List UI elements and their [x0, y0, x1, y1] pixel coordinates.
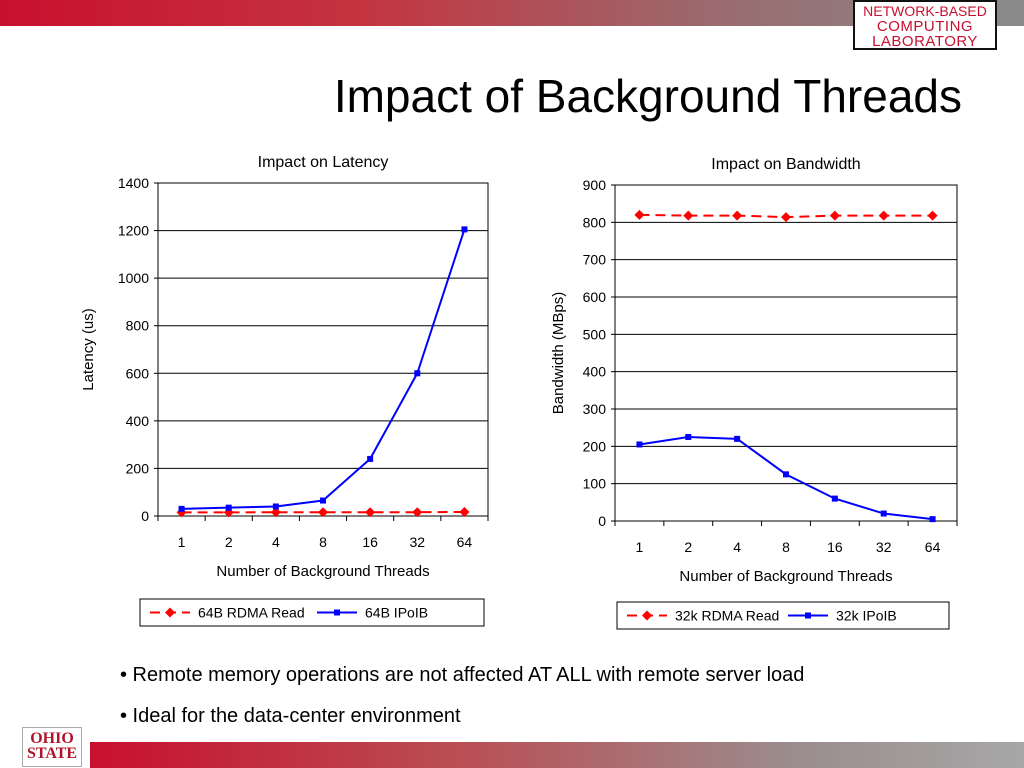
bullet-item: • Ideal for the data-center environment: [120, 705, 461, 727]
data-point: [365, 507, 376, 518]
legend-label: 32k RDMA Read: [675, 608, 779, 624]
x-tick-label: 32: [409, 534, 425, 550]
y-tick-label: 0: [141, 508, 149, 524]
x-tick-label: 2: [225, 534, 233, 550]
x-axis-label: Number of Background Threads: [216, 563, 429, 580]
data-point: [318, 507, 328, 518]
plot-frame: [157, 182, 489, 517]
bullet-list: • Remote memory operations are not affec…: [120, 660, 804, 742]
data-point: [683, 210, 694, 221]
x-tick-label: 1: [636, 539, 644, 555]
ohio-state-logo: OHIO STATE: [22, 727, 82, 767]
y-tick-label: 700: [583, 252, 607, 268]
data-point: [367, 455, 374, 462]
x-tick-label: 1: [178, 534, 186, 550]
data-point: [685, 434, 692, 440]
legend-marker: [805, 612, 811, 619]
data-point: [929, 516, 936, 523]
legend-label: 64B RDMA Read: [198, 605, 305, 621]
data-point: [225, 504, 232, 511]
x-tick-label: 4: [272, 534, 280, 550]
data-point: [878, 210, 889, 221]
y-axis-label: Bandwidth (MBps): [550, 292, 567, 415]
series-line: [181, 229, 466, 510]
y-tick-label: 800: [126, 318, 150, 334]
lab-logo-line: COMPUTING: [876, 18, 974, 35]
legend-label: 64B IPoIB: [365, 605, 428, 621]
lab-logo: NETWORK-BASED COMPUTING LABORATORY: [853, 0, 997, 50]
x-tick-label: 4: [733, 539, 741, 555]
lab-logo-line: NETWORK-BASED: [863, 3, 987, 19]
legend-marker: [642, 610, 652, 621]
y-tick-label: 200: [583, 438, 607, 454]
data-point: [414, 370, 421, 377]
data-point: [880, 510, 887, 517]
x-tick-label: 16: [362, 534, 378, 550]
data-point: [927, 210, 938, 221]
osu-logo-line: OHIO: [30, 730, 74, 747]
y-tick-label: 100: [583, 476, 607, 492]
data-point: [270, 507, 281, 518]
data-point: [636, 441, 643, 448]
legend-box: [616, 601, 950, 630]
y-tick-label: 600: [126, 365, 150, 381]
lab-logo-line: LABORATORY: [872, 33, 978, 50]
data-point: [320, 497, 326, 504]
y-tick-label: 300: [583, 401, 607, 417]
y-tick-label: 1200: [118, 223, 149, 239]
y-tick-label: 800: [583, 214, 607, 230]
data-point: [178, 505, 185, 512]
y-tick-label: 200: [126, 460, 150, 476]
data-point: [461, 226, 468, 233]
y-tick-label: 400: [126, 413, 150, 429]
y-tick-label: 1400: [118, 175, 149, 191]
data-point: [732, 210, 743, 221]
x-tick-label: 64: [457, 534, 473, 550]
x-tick-label: 64: [925, 539, 941, 555]
data-point: [272, 503, 279, 510]
osu-logo-line: STATE: [26, 745, 78, 762]
data-point: [829, 210, 840, 221]
x-tick-label: 2: [684, 539, 692, 555]
data-point: [634, 209, 645, 220]
x-tick-label: 16: [827, 539, 843, 555]
bullet-item: • Remote memory operations are not affec…: [120, 664, 805, 686]
x-tick-label: 32: [876, 539, 892, 555]
y-tick-label: 900: [583, 177, 607, 193]
data-point: [831, 495, 838, 502]
x-axis-label: Number of Background Threads: [679, 568, 892, 585]
data-point: [781, 212, 791, 223]
x-tick-label: 8: [319, 534, 327, 550]
latency-chart: Impact on Latency02004006008001000120014…: [80, 154, 489, 627]
data-point: [412, 507, 423, 518]
bandwidth-chart: Impact on Bandwidth 0 100 200 300 400 500 600 70…: [550, 156, 958, 630]
chart-title: Impact on Bandwidth: [711, 156, 860, 173]
data-point: [459, 506, 470, 517]
slide-title: Impact of Background Threads: [333, 70, 962, 122]
bottom-accent-bar: [90, 742, 1024, 768]
x-tick-label: 8: [782, 539, 790, 555]
legend-marker: [165, 607, 175, 618]
y-tick-label: 600: [583, 289, 607, 305]
plot-frame: [614, 184, 958, 522]
y-tick-label: 500: [583, 326, 607, 342]
data-point: [783, 471, 789, 478]
chart-title: Impact on Latency: [258, 154, 389, 171]
legend-marker: [334, 609, 340, 616]
y-axis-label: Latency (us): [80, 308, 97, 391]
legend-box: [139, 598, 485, 627]
y-tick-label: 400: [583, 364, 607, 380]
y-tick-label: 1000: [118, 270, 149, 286]
series-line: [639, 435, 933, 521]
legend-label: 32k IPoIB: [836, 608, 897, 624]
y-tick-label: 0: [598, 513, 606, 529]
data-point: [734, 435, 741, 442]
